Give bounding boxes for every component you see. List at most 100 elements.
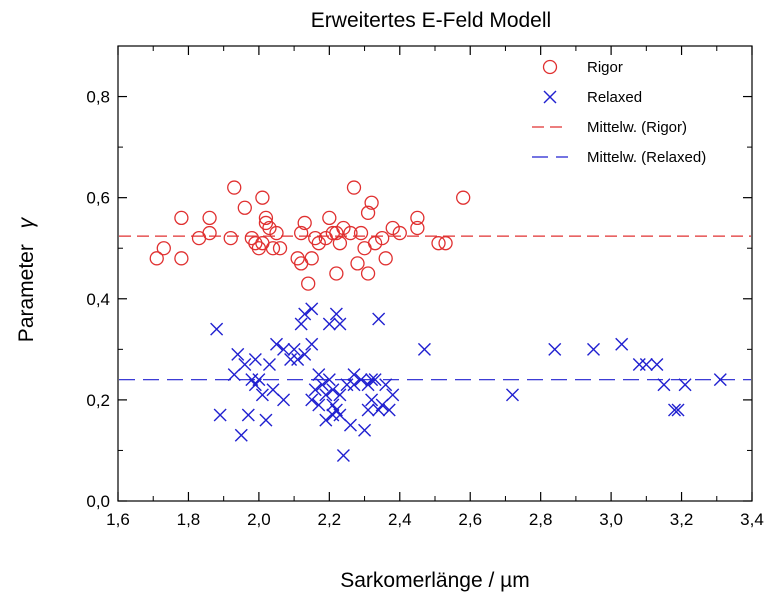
x-marker-stroke	[266, 383, 280, 397]
relaxed-point	[255, 388, 269, 402]
rigor-point	[202, 210, 217, 226]
x-marker-stroke	[319, 388, 333, 402]
x-tick-label: 2,4	[388, 510, 412, 529]
x-marker-stroke	[365, 373, 379, 387]
rigor-point	[360, 266, 376, 281]
relaxed-point	[505, 388, 519, 402]
x-marker-stroke	[270, 337, 283, 351]
rigor-point	[410, 210, 425, 226]
x-tick-label: 2,6	[458, 510, 482, 529]
x-marker-stroke	[298, 347, 312, 361]
x-marker-stroke	[336, 449, 350, 462]
relaxed-point	[333, 317, 347, 331]
plot-frame	[117, 45, 753, 502]
y-tick-label: 0,4	[86, 290, 110, 309]
rigor-point	[262, 220, 277, 236]
rigor-point	[265, 241, 281, 256]
relaxed-point	[227, 368, 241, 382]
relaxed-point	[248, 352, 262, 366]
rigor-point	[227, 180, 242, 195]
relaxed-point	[305, 302, 319, 316]
rigor-point	[269, 225, 284, 241]
x-tick-label: 3,4	[740, 510, 764, 529]
x-marker-stroke	[417, 342, 431, 356]
legend-marker	[542, 59, 558, 75]
rigor-point	[431, 236, 446, 251]
relaxed-point	[379, 378, 393, 392]
relaxed-point	[322, 373, 336, 387]
relaxed-point	[372, 312, 386, 326]
rigor-point	[378, 251, 393, 266]
x-marker-stroke	[375, 398, 389, 412]
relaxed-point	[358, 423, 372, 437]
rigor-point	[301, 276, 316, 291]
relaxed-point	[671, 403, 685, 417]
x-marker-stroke	[252, 373, 266, 387]
x-marker-stroke	[543, 90, 557, 104]
relaxed-point	[386, 388, 400, 402]
rigor-point	[360, 205, 376, 220]
x-marker-stroke	[326, 398, 340, 412]
x-axis-label: Sarkomerlänge / µm	[340, 569, 530, 592]
y-axis-ticks: 0,0 0,2 0,4 0,6 0,8	[86, 45, 752, 511]
data-points	[149, 180, 727, 462]
relaxed-point	[319, 388, 333, 402]
rigor-point	[346, 180, 362, 195]
y-tick-label: 0,0	[86, 492, 110, 511]
y-axis-label: Parameter γ	[15, 216, 38, 342]
chart-title: Erweitertes E-Feld Modell	[311, 9, 551, 32]
rigor-point	[156, 241, 171, 256]
rigor-point	[350, 256, 365, 271]
x-marker-stroke	[241, 408, 255, 422]
x-marker-stroke	[333, 408, 347, 422]
rigor-point	[223, 230, 238, 246]
relaxed-point	[266, 383, 280, 397]
x-marker-stroke	[238, 358, 252, 371]
relaxed-point	[259, 413, 273, 427]
relaxed-point	[213, 408, 227, 422]
x-marker-stroke	[361, 403, 375, 417]
legend-marker	[543, 90, 557, 104]
relaxed-point	[632, 358, 646, 371]
relaxed-point	[678, 378, 692, 392]
x-marker-stroke	[227, 368, 241, 382]
mean-lines	[119, 235, 751, 381]
relaxed-point	[375, 398, 389, 412]
relaxed-point	[277, 393, 291, 407]
relaxed-point	[668, 403, 682, 417]
relaxed-point	[241, 408, 255, 422]
x-tick-label: 1,8	[177, 510, 201, 529]
rigor-point	[375, 230, 390, 246]
rigor-point	[392, 225, 407, 241]
relaxed-point	[312, 368, 326, 382]
legend-label: Relaxed	[587, 89, 642, 106]
relaxed-point	[322, 317, 336, 331]
x-marker-stroke	[291, 352, 305, 366]
x-tick-label: 3,0	[599, 510, 623, 529]
rigor-point	[456, 190, 471, 205]
x-marker-stroke	[365, 393, 379, 407]
y-axis-label-symbol: γ	[15, 216, 38, 228]
x-marker-stroke	[333, 317, 347, 331]
x-marker-stroke	[305, 393, 319, 407]
rigor-point	[294, 225, 309, 241]
rigor-point	[410, 220, 425, 236]
relaxed-point	[587, 342, 600, 356]
relaxed-point	[365, 373, 379, 387]
relaxed-point	[354, 373, 368, 387]
y-tick-label: 0,6	[86, 189, 110, 208]
relaxed-point	[347, 368, 361, 382]
relaxed-point	[252, 373, 266, 387]
x-marker-stroke	[326, 383, 340, 397]
x-marker-stroke	[308, 383, 322, 397]
relaxed-point	[305, 337, 319, 351]
x-marker-stroke	[248, 352, 262, 366]
x-tick-label: 2,8	[529, 510, 553, 529]
x-marker-stroke	[639, 358, 653, 371]
y-tick-label: 0,8	[86, 88, 110, 107]
relaxed-point	[319, 413, 333, 427]
x-marker-stroke	[322, 373, 336, 387]
x-marker-stroke	[548, 342, 562, 356]
legend-label: Rigor	[587, 59, 623, 76]
